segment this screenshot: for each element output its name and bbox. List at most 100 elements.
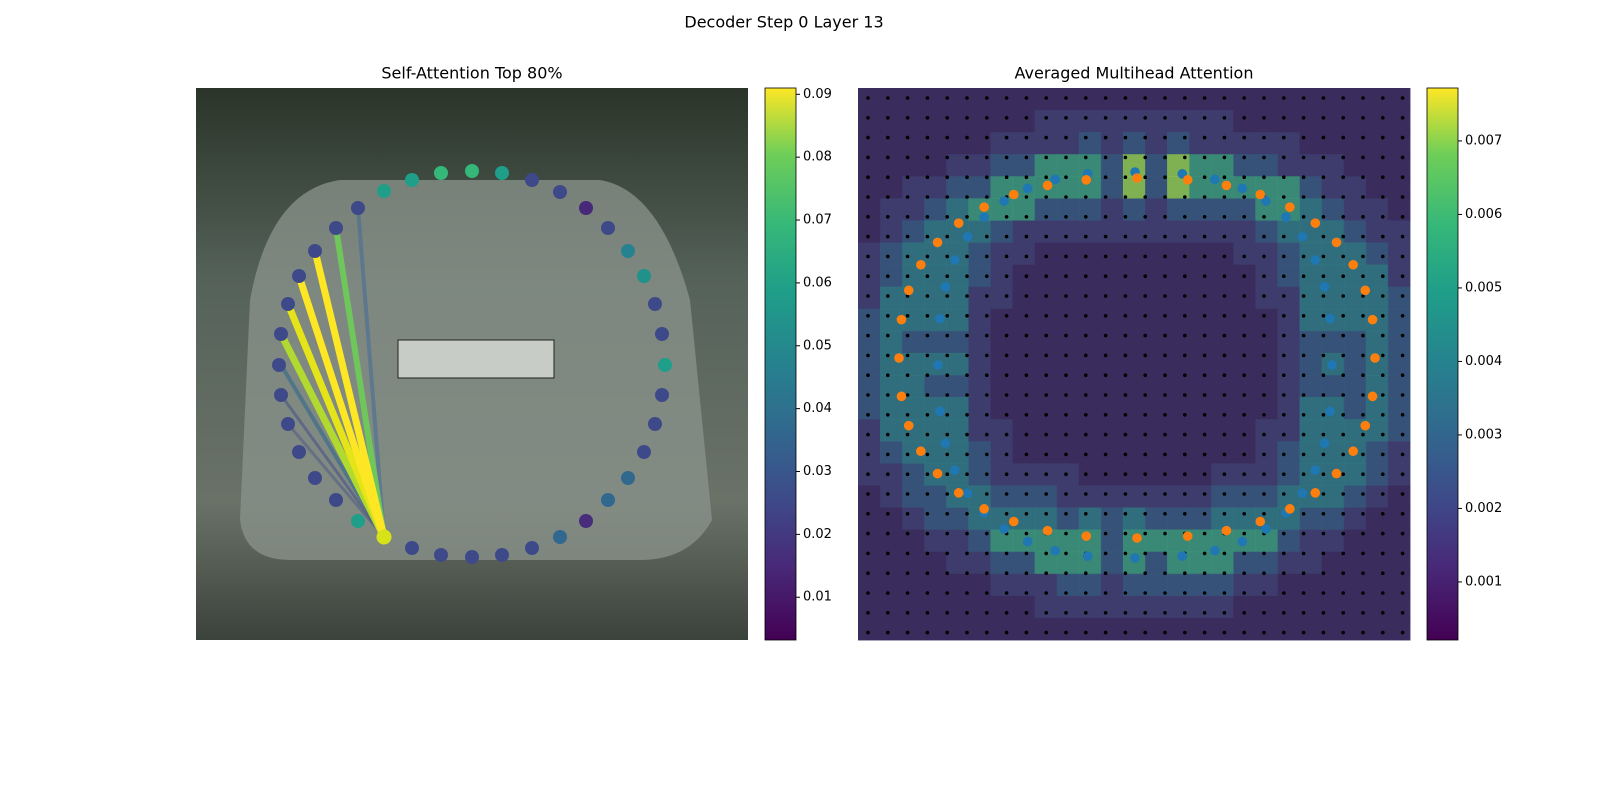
grid-dot <box>886 611 890 615</box>
grid-dot <box>1163 175 1167 179</box>
heatmap-cell <box>1365 617 1389 641</box>
grid-dot <box>1064 175 1068 179</box>
heatmap-cell <box>1255 88 1279 111</box>
grid-dot <box>1222 452 1227 457</box>
grid-dot <box>1084 116 1088 120</box>
grid-dot <box>1183 333 1187 338</box>
grid-dot <box>965 135 969 140</box>
heatmap-cell <box>1078 617 1102 641</box>
orange-point <box>1008 516 1019 527</box>
grid-dot <box>1222 591 1227 595</box>
heatmap-cell <box>1056 286 1080 310</box>
grid-dot <box>985 195 989 199</box>
heatmap-cell <box>1343 198 1367 221</box>
heatmap-cell <box>1365 419 1389 442</box>
grid-dot <box>1262 314 1266 318</box>
heatmap-cell <box>1255 441 1279 464</box>
heatmap-cell <box>968 242 991 266</box>
heatmap-cell <box>924 441 947 464</box>
heatmap-cell <box>1233 286 1256 310</box>
grid-dot <box>1341 373 1345 378</box>
heatmap-cell <box>946 352 969 376</box>
blue-point <box>1130 553 1140 563</box>
grid-dot <box>1282 591 1286 595</box>
grid-dot <box>1202 353 1207 358</box>
heatmap-cell <box>1365 286 1389 310</box>
grid-dot <box>945 135 949 140</box>
grid-dot <box>1222 432 1227 437</box>
grid-dot <box>1004 373 1009 378</box>
heatmap-cell <box>1122 375 1146 398</box>
grid-dot <box>1143 254 1147 259</box>
heatmap-cell <box>968 88 991 111</box>
heatmap-cell <box>1122 220 1146 244</box>
grid-dot <box>886 531 890 536</box>
heatmap-cell <box>1277 529 1301 553</box>
orange-point <box>1042 180 1053 191</box>
orange-point <box>916 446 926 457</box>
heatmap-cell <box>1078 375 1102 398</box>
grid-dot <box>1361 571 1365 575</box>
grid-dot <box>1282 393 1286 397</box>
heatmap-cell <box>1211 308 1234 332</box>
grid-dot <box>1301 630 1306 635</box>
heatmap-cell <box>1343 154 1367 177</box>
grid-dot <box>1242 472 1246 477</box>
grid-dot <box>905 175 910 179</box>
query-point <box>405 541 419 555</box>
grid-dot <box>925 373 930 378</box>
orange-point <box>1081 531 1092 541</box>
grid-dot <box>905 551 910 556</box>
heatmap-cell <box>1343 242 1367 266</box>
heatmap-cell <box>1277 463 1301 486</box>
heatmap-cell <box>1255 308 1279 332</box>
grid-dot <box>1163 393 1167 397</box>
grid-dot <box>1103 432 1108 437</box>
heatmap-cell <box>858 419 881 442</box>
grid-dot <box>1084 195 1088 199</box>
grid-dot <box>945 512 949 516</box>
heatmap-cell <box>1012 595 1036 619</box>
grid-dot <box>866 175 870 179</box>
grid-dot <box>1183 452 1187 457</box>
heatmap-cell <box>1211 551 1234 575</box>
orange-point <box>894 353 904 363</box>
grid-dot <box>1400 432 1405 437</box>
grid-dot <box>1064 333 1068 338</box>
grid-dot <box>1123 611 1128 615</box>
grid-dot <box>1361 630 1365 635</box>
grid-dot <box>1024 571 1029 575</box>
grid-dot <box>1222 551 1227 556</box>
grid-dot <box>1341 254 1345 259</box>
heatmap-cell <box>1034 352 1058 376</box>
heatmap-cell <box>1277 573 1301 597</box>
grid-dot <box>1381 373 1385 378</box>
heatmap-cell <box>1189 352 1212 376</box>
grid-dot <box>1143 611 1147 615</box>
heatmap-cell <box>946 308 969 332</box>
heatmap-cell <box>1255 595 1279 619</box>
grid-dot <box>1084 432 1088 437</box>
colorbar-tick-label: 0.001 <box>1465 574 1502 589</box>
heatmap-cell <box>946 198 969 221</box>
grid-dot <box>1163 116 1167 120</box>
grid-dot <box>965 432 969 437</box>
grid-dot <box>1163 571 1167 575</box>
heatmap-cell <box>1233 441 1256 464</box>
blue-point <box>1325 313 1335 324</box>
query-point <box>308 471 322 485</box>
grid-dot <box>866 432 870 437</box>
grid-dot <box>985 393 989 397</box>
grid-dot <box>1361 591 1365 595</box>
heatmap-cell <box>880 419 903 442</box>
grid-dot <box>925 432 930 437</box>
grid-dot <box>866 630 870 635</box>
heatmap-cell <box>1343 176 1367 199</box>
grid-dot <box>1321 195 1326 199</box>
grid-dot <box>1222 373 1227 378</box>
heatmap-cell <box>1211 507 1234 531</box>
heatmap-cell <box>1255 198 1279 221</box>
attention-line <box>286 422 386 539</box>
orange-point <box>1367 391 1378 402</box>
heatmap-cell <box>902 397 925 420</box>
